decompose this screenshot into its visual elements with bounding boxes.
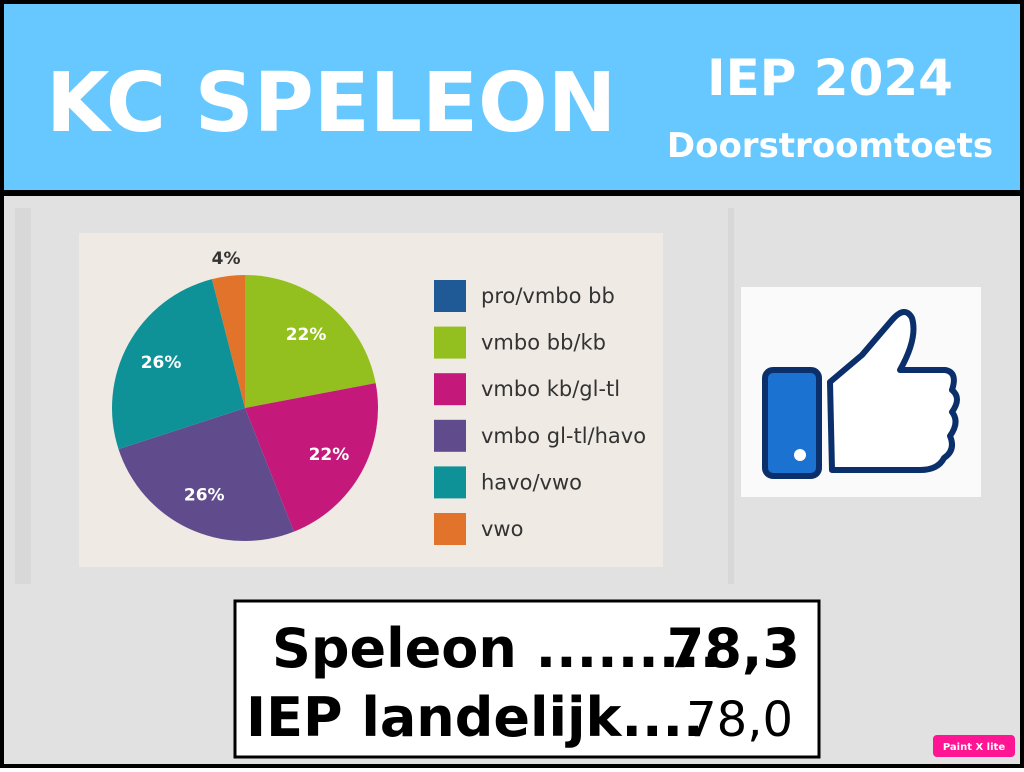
- legend-swatch: [434, 513, 466, 545]
- legend-label: vwo: [481, 517, 523, 541]
- pie-slice: [245, 383, 378, 532]
- subtitle: Doorstroomtoets: [667, 126, 993, 166]
- header-band: [4, 4, 1020, 190]
- legend-swatch: [434, 419, 466, 452]
- score-box: [233, 599, 821, 759]
- exam: IEP 2024: [707, 49, 953, 107]
- score-label: Speleon .........: [272, 617, 720, 680]
- pie-slice: [245, 275, 376, 408]
- pie-slice: [211, 275, 245, 408]
- thumbs-up-icon: [741, 287, 981, 497]
- decor: [15, 208, 31, 584]
- data-label: 22%: [286, 325, 327, 345]
- legend-swatch: [434, 280, 466, 312]
- data-label: 4%: [212, 249, 241, 269]
- legend-label: vmbo gl-tl/havo: [481, 424, 646, 448]
- legend-label: havo/vwo: [481, 470, 582, 494]
- data-label: 26%: [141, 353, 182, 373]
- title: KC SPELEON: [46, 56, 616, 151]
- legend-swatch: [434, 326, 466, 359]
- pie-slice: [111, 279, 245, 450]
- data-label: 26%: [184, 486, 225, 506]
- legend-label: vmbo bb/kb: [481, 331, 606, 355]
- score-value: 78,0: [686, 692, 793, 748]
- badge-text: Paint X lite: [943, 742, 1005, 753]
- data-label: 22%: [309, 445, 350, 465]
- legend-swatch: [434, 466, 466, 499]
- score-value: 78,3: [667, 617, 800, 680]
- legend-swatch: [434, 373, 466, 406]
- chart: pro/vmbo bb 22% vmbo bb/kb 22% vmbo kb/gl-tl…: [111, 249, 646, 545]
- legend-label: vmbo kb/gl-tl: [481, 377, 620, 401]
- decor: [728, 208, 734, 584]
- badge[interactable]: [933, 735, 1015, 757]
- legend-label: pro/vmbo bb: [481, 284, 615, 308]
- score-label: IEP landelijk....: [246, 686, 704, 749]
- pie-slice: [118, 408, 294, 541]
